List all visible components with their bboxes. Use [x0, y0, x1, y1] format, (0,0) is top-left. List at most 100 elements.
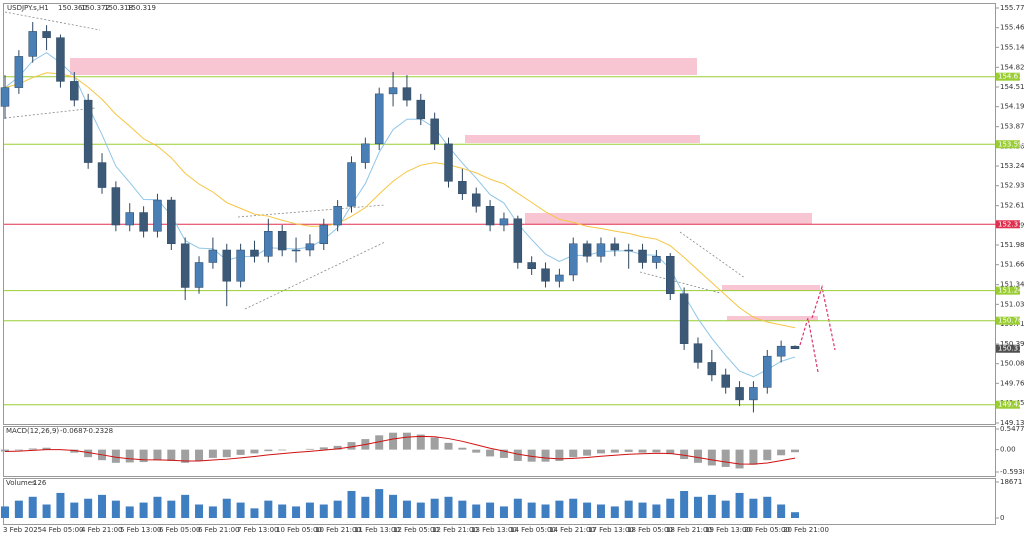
macd-bar [430, 437, 439, 450]
volume-bar [14, 500, 23, 518]
macd-bar [541, 449, 550, 462]
y-tick-label: 151.345 [1000, 281, 1024, 289]
trend-lines [4, 11, 746, 310]
volume-tick-label: 18671 [1000, 478, 1022, 486]
volume-bar [208, 506, 217, 518]
volume-bar [555, 500, 564, 518]
candle-body [541, 268, 550, 282]
volume-bar [693, 496, 702, 518]
y-tick-label: 149.765 [1000, 379, 1024, 387]
candle-body [610, 243, 620, 251]
candle-body [388, 87, 398, 95]
y-tick-label: 150.395 [1000, 340, 1024, 348]
volume-bar [652, 504, 661, 518]
x-tick-label: 10 Feb 05:00 [276, 526, 322, 534]
header-value: 150.319 [127, 4, 156, 12]
moving-average [4, 72, 796, 329]
macd-bar [652, 449, 661, 453]
y-tick-label: 154.825 [1000, 63, 1024, 71]
candle-body [305, 243, 315, 251]
volume-bar [84, 498, 93, 518]
macd-value: -0.0687 [60, 427, 87, 435]
y-tick-label: 155.145 [1000, 43, 1024, 51]
volume-bar [721, 500, 730, 518]
x-tick-label: 20 Feb 05:00 [744, 526, 790, 534]
volume-bar [236, 502, 245, 518]
volume-bar [1, 506, 9, 518]
x-tick-label: 20 Feb 21:00 [783, 526, 829, 534]
header-value: 150.360 [58, 4, 87, 12]
candle-body [180, 243, 190, 288]
x-tick-label: 6 Feb 21:00 [198, 526, 239, 534]
volume-bar [596, 504, 605, 518]
volume-bar [181, 494, 190, 518]
level-tag [996, 220, 1020, 229]
macd-bar [264, 449, 273, 452]
macd-bar [111, 449, 120, 463]
volume-bar [513, 498, 522, 518]
y-tick-label: 152.93 [1000, 182, 1024, 190]
volume-bar [361, 496, 370, 518]
x-tick-label: 17 Feb 13:00 [588, 526, 634, 534]
y-tick-label: 150.08 [1000, 360, 1024, 368]
candle-body [56, 37, 65, 82]
candle-body [264, 231, 273, 257]
macd-label: MACD(12,26,9) [6, 427, 59, 435]
header-value: 150.372 [81, 4, 110, 12]
candle-body [735, 387, 744, 401]
candle-body [111, 187, 121, 226]
candle-body [596, 243, 606, 257]
volume-bar [624, 500, 633, 518]
macd-bar [707, 449, 716, 466]
volume-bar [569, 498, 578, 518]
volume-bar [28, 496, 37, 518]
candle-body [416, 99, 426, 120]
volume-bar [610, 506, 619, 518]
macd-bar [499, 449, 508, 458]
x-tick-label: 19 Feb 13:00 [705, 526, 751, 534]
candle-body [638, 249, 647, 263]
volume-bar [527, 502, 536, 518]
macd-bar [777, 449, 786, 456]
candle-body [0, 87, 10, 107]
candle-body [83, 99, 93, 163]
candle-body [652, 256, 661, 263]
macd-bar [139, 449, 148, 463]
header-value: 150.318 [104, 4, 133, 12]
current-price-tag [996, 344, 1020, 353]
macd-bar [472, 449, 481, 453]
candle-body [97, 162, 107, 188]
volume-bar [389, 494, 398, 518]
level-tag [996, 400, 1020, 409]
volume-bar [347, 491, 356, 518]
volume-bar [541, 504, 550, 518]
candle-body [70, 81, 79, 101]
macd-bar [527, 449, 536, 462]
projection-arrows [799, 284, 836, 373]
macd-bar [222, 449, 231, 458]
volumes-label: Volumes [6, 479, 36, 487]
macd-bar [583, 449, 592, 456]
candle-body [125, 212, 134, 226]
macd-tick-label: 0.00 [1000, 446, 1016, 454]
candle-body [14, 56, 24, 88]
macd-bar [1, 449, 9, 452]
macd-bar [721, 449, 730, 467]
y-tick-label: 155.46 [1000, 24, 1024, 32]
level-label: 150.768 [998, 317, 1024, 325]
volume-bar [305, 502, 314, 518]
macd-bar [555, 449, 564, 461]
volume-bar [763, 496, 772, 518]
candle-body [402, 87, 412, 101]
candle-body [749, 387, 758, 401]
volume-bar [777, 504, 786, 518]
candle-body [555, 274, 564, 282]
candle-body [693, 343, 703, 363]
y-tick-label: 155.775 [1000, 4, 1024, 12]
macd-bar [319, 447, 328, 450]
volume-bar [375, 489, 384, 518]
macd-bar [569, 449, 578, 458]
level-label: 149.423 [998, 401, 1024, 409]
macd-bar [208, 449, 217, 458]
